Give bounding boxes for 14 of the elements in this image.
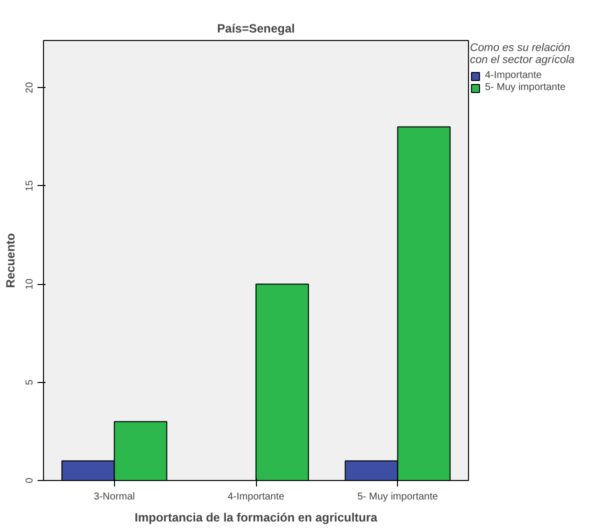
chart-title: País=Senegal: [217, 22, 295, 36]
x-tick-label: 5- Muy importante: [357, 492, 438, 502]
y-tick-label: 15: [24, 180, 36, 192]
legend-label: 4-Importante: [485, 70, 542, 81]
legend-title: Como es su relación con el sector agrícola: [470, 42, 575, 66]
y-tick-label: 5: [24, 379, 36, 386]
y-tick-label: 10: [24, 278, 36, 290]
y-tick-label: 20: [24, 82, 36, 94]
y-tick-label: 0: [24, 477, 36, 484]
legend-label: 5- Muy importante: [485, 82, 566, 93]
x-tick-label: 4-Importante: [228, 492, 285, 502]
y-axis-title: Recuento: [4, 233, 18, 288]
x-axis-title: Importancia de la formación en agricultura: [134, 510, 378, 524]
x-tick-label: 3-Normal: [94, 492, 135, 502]
